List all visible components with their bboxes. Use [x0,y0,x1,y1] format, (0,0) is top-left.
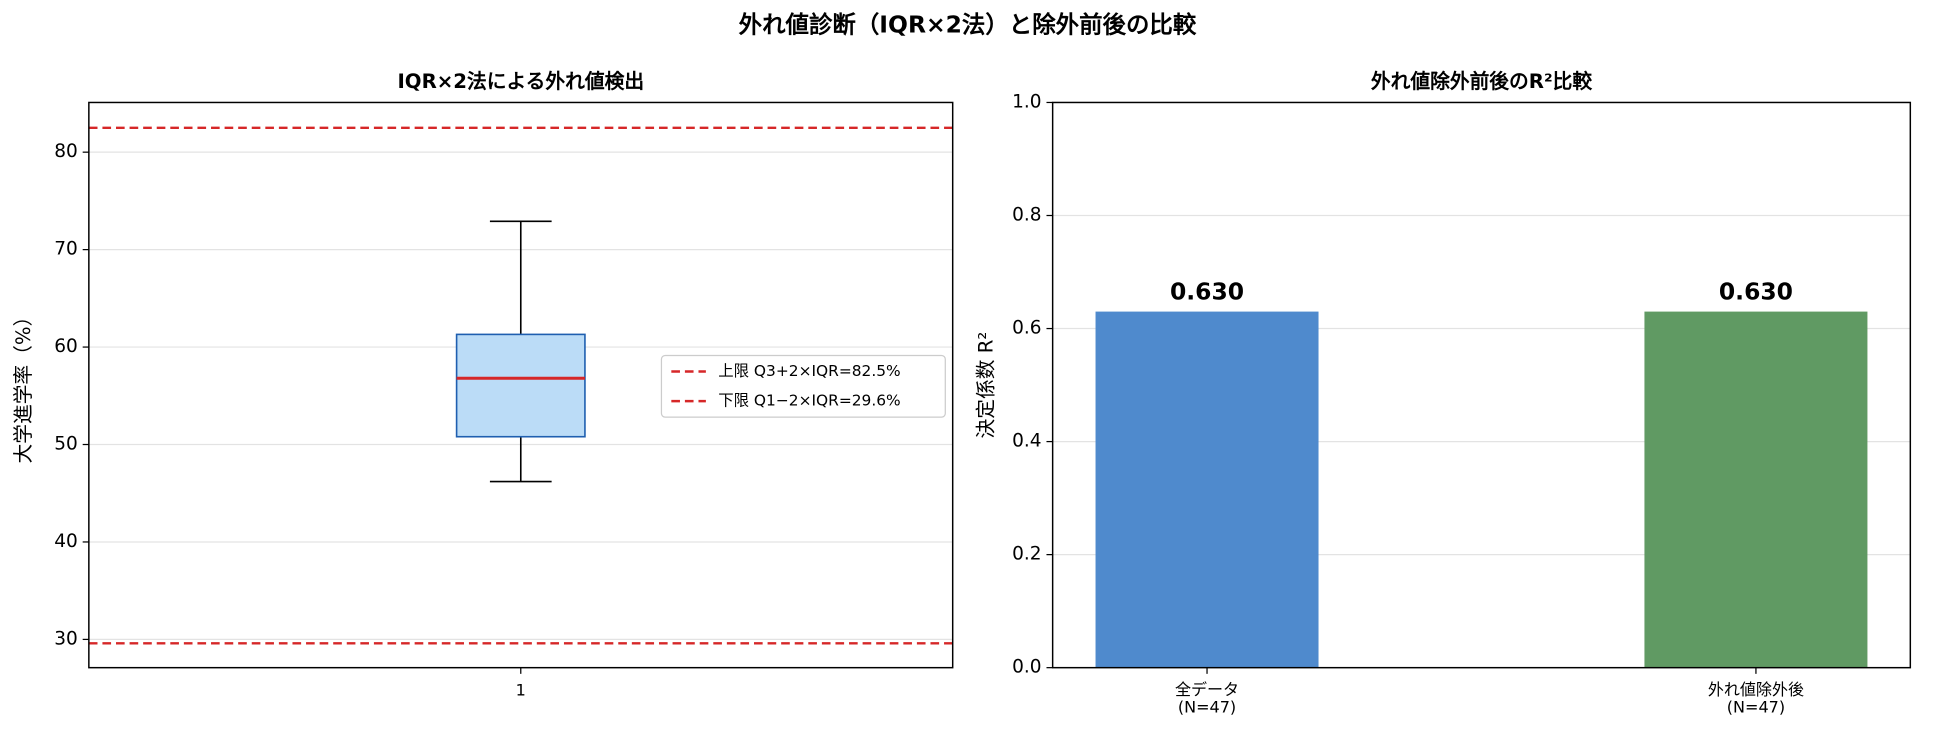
y-axis-label: 大学進学率（%） [12,307,35,464]
y-tick-label: 40 [54,531,78,552]
value-label: 0.630 [1170,278,1244,306]
bar [1095,311,1319,668]
y-tick-label: 1.0 [1012,91,1041,112]
axes-frame [88,101,954,669]
x-tick-label: 外れ値除外後(N=47) [1708,679,1804,716]
bar [1644,311,1868,668]
y-tick-label: 0.2 [1012,544,1041,565]
figure-title: 外れ値診断（IQR×2法）と除外前後の比較 [739,10,1197,38]
y-tick-label: 0.0 [1012,657,1041,678]
box [455,333,586,438]
y-axis-label: 決定係数 R² [975,332,998,439]
x-tick-label: 1 [516,681,526,700]
y-tick-label: 80 [54,141,78,162]
legend-label: 下限 Q1−2×IQR=29.6% [718,392,900,410]
x-tick-label: 全データ(N=47) [1175,679,1239,716]
axes-title: 外れ値除外前後のR²比較 [1370,70,1592,93]
y-tick-label: 60 [54,336,78,357]
y-tick-label: 50 [54,434,78,455]
y-tick-label: 0.6 [1012,318,1041,339]
y-tick-label: 70 [54,239,78,260]
y-tick-label: 30 [54,628,78,649]
value-label: 0.630 [1719,278,1793,306]
legend-box [660,354,946,418]
axes-frame [1051,101,1912,669]
y-tick-label: 0.4 [1012,431,1041,452]
axes-title: IQR×2法による外れ値検出 [397,70,644,93]
y-tick-label: 0.8 [1012,205,1041,226]
legend-label: 上限 Q3+2×IQR=82.5% [718,362,900,380]
